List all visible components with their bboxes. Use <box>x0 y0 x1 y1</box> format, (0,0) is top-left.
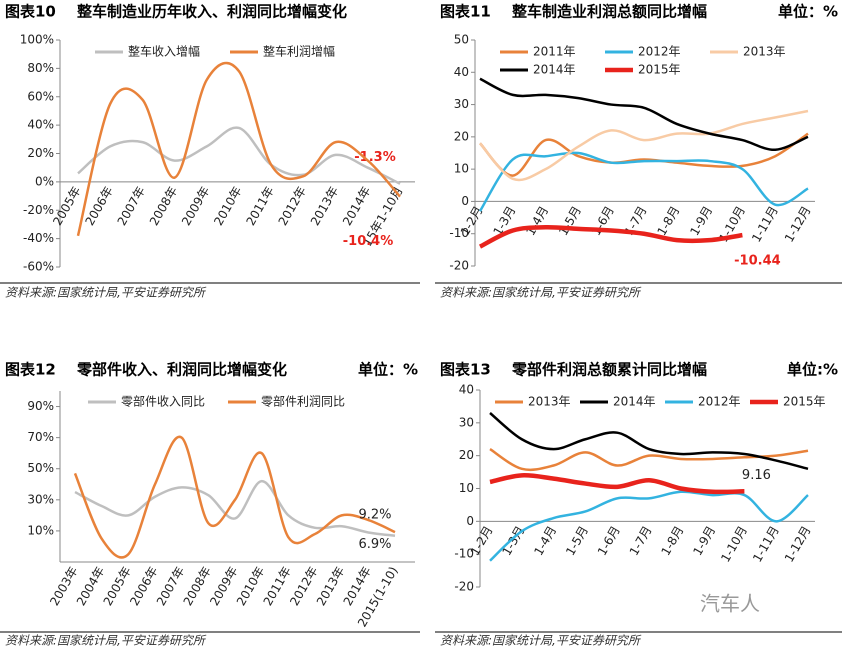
series-line <box>489 448 809 472</box>
legend-label: 2013年 <box>743 45 786 59</box>
value-label: 9.2% <box>358 508 391 523</box>
y-tick-label: 30 <box>459 415 474 429</box>
y-tick-label: 30 <box>454 97 469 111</box>
series-line <box>479 132 809 177</box>
series-line <box>478 151 809 212</box>
legend-label: 2015年 <box>783 395 826 409</box>
legend-label: 2012年 <box>698 395 741 409</box>
y-tick-label: 40 <box>454 65 469 79</box>
source-note: 资料来源:国家统计局,平安证券研究所 <box>440 634 642 648</box>
unit-label: 单位：% <box>778 3 838 21</box>
legend-label: 2011年 <box>533 45 576 59</box>
legend-label: 2015年 <box>638 63 681 77</box>
chart-label: 图表11 <box>440 3 491 21</box>
chart-label: 图表10 <box>5 3 56 21</box>
chart-label: 图表12 <box>5 361 56 379</box>
y-tick-label: 60% <box>27 89 54 103</box>
legend-label: 整车利润增幅 <box>263 44 335 59</box>
source-note: 资料来源:国家统计局,平安证券研究所 <box>5 634 207 648</box>
series-line <box>479 109 809 182</box>
y-tick-label: -20 <box>449 259 469 273</box>
series-line <box>489 412 809 471</box>
legend-label: 零部件收入同比 <box>121 394 205 409</box>
series-line <box>77 126 401 185</box>
series-line <box>76 61 401 237</box>
y-tick-label: 40 <box>459 383 474 397</box>
series-line <box>479 77 809 152</box>
chart-title: 整车制造业历年收入、利润同比增幅变化 <box>77 3 347 21</box>
value-label: -10.44 <box>734 254 781 269</box>
value-label: -10.4% <box>343 234 394 249</box>
y-tick-label: 10 <box>454 162 469 176</box>
y-tick-label: 0 <box>461 194 469 208</box>
chart-title: 整车制造业利润总额同比增幅 <box>512 3 707 21</box>
unit-label: 单位:% <box>787 361 838 379</box>
series-line <box>74 479 396 537</box>
legend-label: 2014年 <box>613 395 656 409</box>
y-tick-label: 90% <box>27 399 54 413</box>
y-tick-label: -20 <box>454 580 474 594</box>
y-tick-label: -10 <box>454 547 474 561</box>
y-tick-label: 20% <box>27 146 54 160</box>
legend-label: 2014年 <box>533 63 576 77</box>
y-tick-label: 20 <box>459 448 474 462</box>
series-line <box>489 490 809 562</box>
y-tick-label: 80% <box>27 61 54 75</box>
legend-label: 2013年 <box>528 395 571 409</box>
value-label: 6.9% <box>358 537 391 552</box>
series-line <box>489 473 745 495</box>
y-tick-label: 0% <box>35 174 54 188</box>
y-tick-label: 10% <box>27 523 54 537</box>
legend-label: 整车收入增幅 <box>128 44 200 59</box>
chart-title: 零部件收入、利润同比增幅变化 <box>76 361 287 379</box>
y-tick-label: -10 <box>449 226 469 240</box>
y-tick-label: 10 <box>459 481 474 495</box>
y-tick-label: 0 <box>466 514 474 528</box>
source-note: 资料来源:国家统计局,平安证券研究所 <box>5 286 207 300</box>
legend-label: 零部件利润同比 <box>261 394 345 409</box>
y-tick-label: -60% <box>23 260 54 274</box>
chart-title: 零部件利润总额累计同比增幅 <box>511 361 707 379</box>
y-tick-label: 50 <box>454 33 469 47</box>
chart-label: 图表13 <box>440 361 491 379</box>
y-tick-label: 70% <box>27 430 54 444</box>
unit-label: 单位：% <box>358 361 418 379</box>
y-tick-label: -20% <box>23 203 54 217</box>
y-tick-label: -40% <box>23 231 54 245</box>
value-label: -1.3% <box>354 150 395 165</box>
y-tick-label: 30% <box>27 492 54 506</box>
series-line <box>73 435 396 559</box>
legend-label: 2012年 <box>638 45 681 59</box>
y-tick-label: 100% <box>20 33 54 47</box>
watermark: 汽车人 <box>700 592 760 616</box>
y-tick-label: 40% <box>27 118 54 132</box>
source-note: 资料来源:国家统计局,平安证券研究所 <box>440 286 642 300</box>
series-line <box>478 224 743 249</box>
value-label: 9.16 <box>742 468 771 483</box>
y-tick-label: 50% <box>27 461 54 475</box>
y-tick-label: 20 <box>454 129 469 143</box>
